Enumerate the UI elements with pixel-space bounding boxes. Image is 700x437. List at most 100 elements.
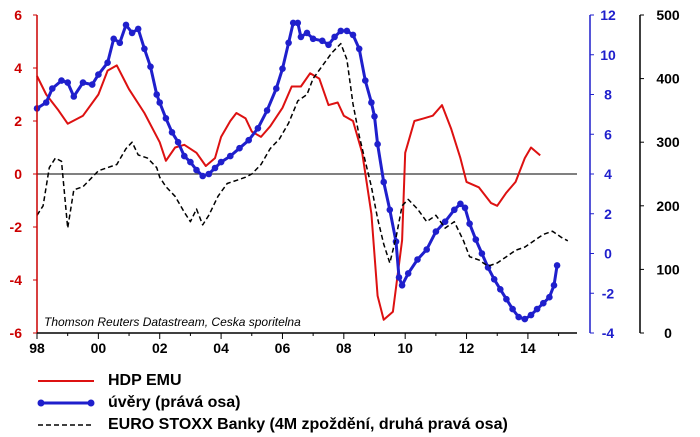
data-point-uvery [285,39,292,47]
data-point-uvery [478,250,486,257]
legend-label-uvery: úvěry (prává osa) [108,394,241,411]
data-point-uvery [217,158,225,166]
data-point-uvery [49,85,56,92]
data-point-uvery [104,59,111,66]
left-axis-tick-label: -4 [10,272,23,288]
data-point-uvery [95,71,102,78]
data-point-uvery [273,85,280,92]
legend-label-stoxx: EURO STOXX Banky (4M zpoždění, druhá pra… [108,416,508,433]
data-point-uvery [58,77,65,84]
data-point-uvery [490,276,498,283]
data-point-uvery [211,164,219,172]
data-point-uvery [414,256,421,263]
data-point-uvery [497,286,504,293]
data-point-uvery [461,204,469,212]
data-point-uvery [395,274,403,281]
data-point-uvery [550,282,558,289]
data-point-uvery [193,166,200,174]
data-point-uvery [205,170,213,178]
data-point-uvery [187,158,194,166]
series-layer [33,19,569,323]
data-point-uvery [245,136,252,144]
x-axis-tick-label: 14 [520,340,536,356]
legend-swatch-hdp [38,380,94,382]
data-point-uvery [423,246,431,253]
data-point-uvery [553,262,561,269]
data-point-uvery [156,99,163,106]
data-point-uvery [181,152,188,160]
data-point-uvery [457,200,464,208]
data-point-uvery [64,79,71,86]
data-point-uvery [325,41,332,49]
legend-swatch-uvery [37,399,95,407]
data-point-uvery [309,35,317,43]
data-point-uvery [88,81,96,88]
second-right-axis-tick-label: 0 [664,325,672,341]
data-point-uvery [540,299,547,307]
right-axis-tick-label: 0 [604,246,612,262]
data-point-uvery [515,313,522,321]
data-point-uvery [331,33,338,41]
data-point-uvery [294,19,302,27]
axes-layer: 6 4 2 0 -2 -4 -6 98 00 02 04 06 08 10 12 14 12 10 8 6 4 2 0 -2 -… [10,7,680,356]
data-point-uvery [374,140,381,148]
data-point-uvery [404,270,412,277]
data-point-uvery [371,113,378,120]
left-axis-tick-label: 0 [14,166,22,182]
legend-swatch-stoxx [38,424,94,426]
data-point-uvery [472,236,480,243]
x-axis-tick-label: 02 [152,340,168,356]
data-point-uvery [153,91,160,98]
second-right-axis-tick-label: 200 [656,198,680,214]
data-point-uvery [227,152,234,160]
left-axis-tick-label: 6 [14,7,22,23]
data-point-uvery [432,228,440,235]
data-point-uvery [503,295,510,303]
data-point-uvery [134,25,142,33]
right-axis-tick-label: 6 [604,126,612,142]
right-axis-tick-label: 4 [604,166,612,182]
data-point-uvery [199,172,206,180]
data-point-uvery [116,39,124,47]
data-point-uvery [337,27,345,35]
data-point-uvery [168,129,176,136]
data-point-uvery [441,218,449,225]
left-axis-tick-label: 2 [14,113,22,129]
data-point-uvery [451,206,458,214]
right-axis-tick-label: 10 [600,47,616,63]
data-point-uvery [289,19,297,27]
right-axis-tick-label: -2 [602,285,615,301]
x-axis-tick-label: 04 [213,340,229,356]
second-right-axis-tick-label: 500 [656,7,680,23]
legend-item-hdp: HDP EMU [36,370,182,392]
legend: HDP EMU úvěry (prává osa) EURO STOXX Ban… [0,365,700,437]
x-axis-tick-label: 00 [91,340,107,356]
source-annotation: Thomson Reuters Datastream, Ceska sporit… [44,315,301,329]
series-line-stoxx [36,42,569,267]
x-axis-tick-label: 08 [336,340,352,356]
right-axis-tick-label: 2 [604,206,612,222]
data-point-uvery [236,144,243,152]
left-axis-tick-label: -6 [10,325,23,341]
x-axis-tick-label: 10 [397,340,413,356]
data-point-uvery [79,79,87,86]
data-point-uvery [162,115,170,122]
data-point-uvery [509,305,516,313]
legend-item-stoxx: EURO STOXX Banky (4M zpoždění, druhá pra… [36,414,508,436]
second-right-axis-tick-label: 100 [656,261,680,277]
data-point-uvery [42,99,50,106]
data-point-uvery [355,45,363,53]
data-point-uvery [527,311,535,319]
data-point-uvery [362,77,369,84]
data-point-uvery [533,305,541,313]
data-point-uvery [349,31,357,39]
data-point-uvery [254,125,262,132]
right-axis-tick-label: 8 [604,87,612,103]
left-axis-tick-label: 4 [14,60,22,76]
series-line-uvery [36,21,559,321]
data-point-uvery [141,45,148,53]
data-point-uvery [546,293,553,301]
data-point-uvery [110,35,117,43]
data-point-uvery [521,315,529,323]
x-axis-tick-label: 06 [275,340,291,356]
